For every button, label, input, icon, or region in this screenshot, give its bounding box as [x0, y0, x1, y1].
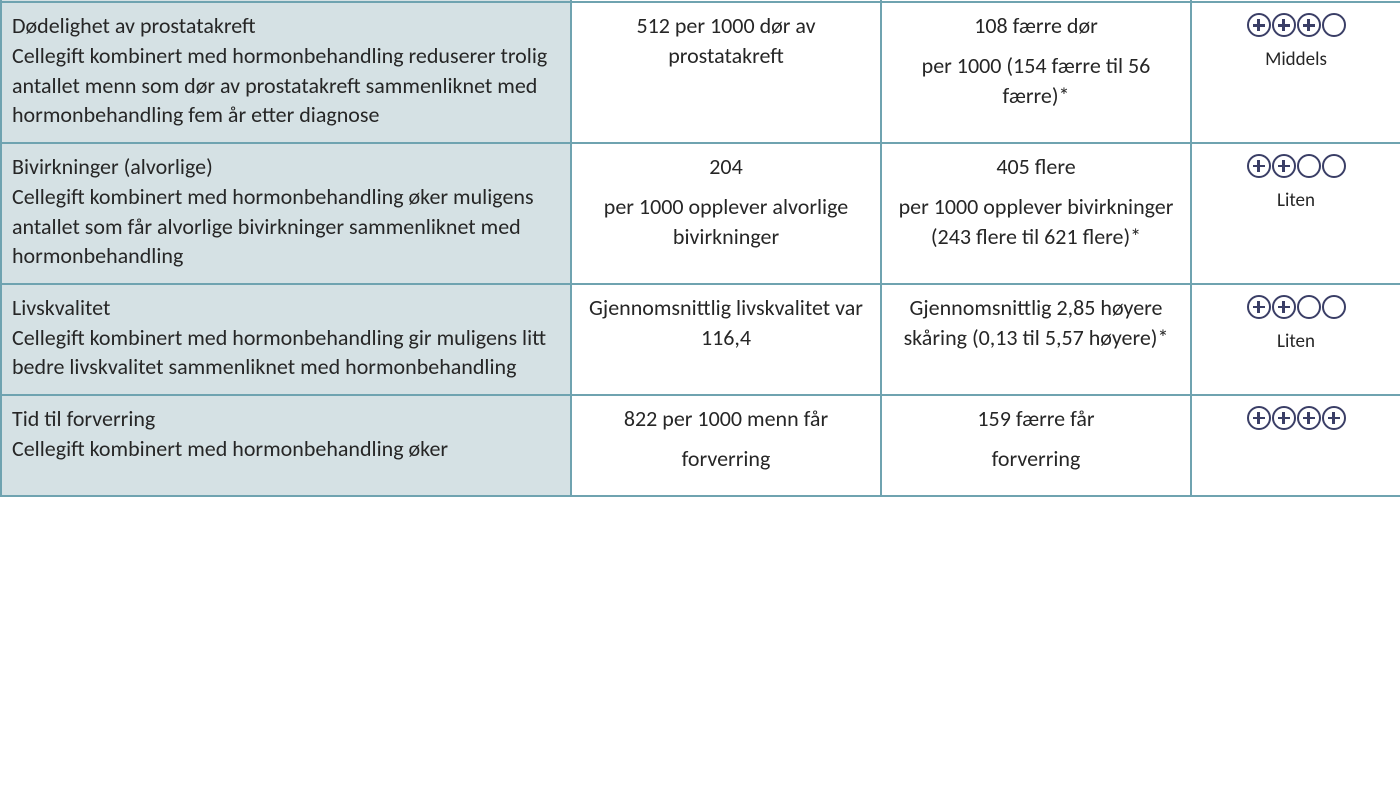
comparison-cell: 512 per 1000 dør av prostatakreft — [571, 2, 881, 143]
comparison-cell: 822 per 1000 menn får forverring — [571, 395, 881, 496]
grade-circle-filled-icon — [1297, 406, 1321, 430]
table-row: Bivirkninger (alvorlige)Cellegift kombin… — [1, 143, 1400, 284]
outcome-cell: Bivirkninger (alvorlige)Cellegift kombin… — [1, 143, 571, 284]
effect-value: Gjennomsnittlig 2,85 høyere skåring (0,1… — [892, 293, 1180, 352]
comparison-value: Gjennomsnittlig livskvalitet var 116,4 — [582, 293, 870, 352]
comparison-value: 204 — [582, 152, 870, 182]
effect-cell: 159 færre får forverring — [881, 395, 1191, 496]
grade-circle-filled-icon — [1297, 13, 1321, 37]
grade-circle-filled-icon — [1272, 295, 1296, 319]
grade-circle-filled-icon — [1322, 406, 1346, 430]
outcome-cell: LivskvalitetCellegift kombinert med horm… — [1, 284, 571, 395]
outcome-description: Cellegift kombinert med hormonbehandling… — [12, 323, 560, 382]
comparison-cell: 204 per 1000 opplever alvorlige bivirknin… — [571, 143, 881, 284]
table-row: Tid til forverringCellegift kombinert me… — [1, 395, 1400, 496]
outcome-description: Cellegift kombinert med hormonbehandling… — [12, 434, 560, 464]
table-row: Dødelighet av prostatakreftCellegift kom… — [1, 2, 1400, 143]
grade-circle-filled-icon — [1247, 13, 1271, 37]
effect-value: 108 færre dør — [892, 11, 1180, 41]
grade-circle-filled-icon — [1272, 13, 1296, 37]
effect-value: 159 færre får — [892, 404, 1180, 434]
outcome-title: Tid til forverring — [12, 404, 560, 434]
grade-circle-filled-icon — [1272, 406, 1296, 430]
grade-label: Liten — [1202, 329, 1390, 355]
effect-cell: 405 flere per 1000 opplever bivirkninger … — [881, 143, 1191, 284]
outcome-title: Dødelighet av prostatakreft — [12, 11, 560, 41]
grade-circle-filled-icon — [1247, 154, 1271, 178]
grade-circle-empty-icon — [1322, 295, 1346, 319]
grade-circle-empty-icon — [1322, 154, 1346, 178]
effect-cell: 108 færre dør per 1000 (154 færre til 56 … — [881, 2, 1191, 143]
grade-label: Liten — [1202, 188, 1390, 214]
evidence-table: reduserer trolig antallet menn som dør s… — [0, 0, 1400, 497]
comparison-value: 822 per 1000 menn får — [582, 404, 870, 434]
grade-label: Middels — [1202, 47, 1390, 73]
comparison-cell: Gjennomsnittlig livskvalitet var 116,4 — [571, 284, 881, 395]
effect-detail: forverring — [892, 444, 1180, 474]
grade-circle-empty-icon — [1322, 13, 1346, 37]
comparison-value: 512 per 1000 dør av prostatakreft — [582, 11, 870, 70]
comparison-detail: forverring — [582, 444, 870, 474]
grade-circle-filled-icon — [1247, 406, 1271, 430]
grade-icons — [1246, 295, 1346, 319]
outcome-cell: Tid til forverringCellegift kombinert me… — [1, 395, 571, 496]
outcome-title: Bivirkninger (alvorlige) — [12, 152, 560, 182]
grade-cell: Liten — [1191, 284, 1400, 395]
effect-value: 405 flere — [892, 152, 1180, 182]
outcome-cell: Dødelighet av prostatakreftCellegift kom… — [1, 2, 571, 143]
grade-circle-filled-icon — [1272, 154, 1296, 178]
grade-icons — [1246, 154, 1346, 178]
effect-detail: per 1000 (154 færre til 56 færre)* — [892, 51, 1180, 110]
grade-circle-filled-icon — [1247, 295, 1271, 319]
grade-icons — [1246, 406, 1346, 430]
effect-detail: per 1000 opplever bivirkninger (243 fler… — [892, 192, 1180, 251]
table-row: LivskvalitetCellegift kombinert med horm… — [1, 284, 1400, 395]
outcome-description: Cellegift kombinert med hormonbehandling… — [12, 41, 560, 130]
effect-cell: Gjennomsnittlig 2,85 høyere skåring (0,1… — [881, 284, 1191, 395]
grade-circle-empty-icon — [1297, 295, 1321, 319]
outcome-title: Livskvalitet — [12, 293, 560, 323]
comparison-detail: per 1000 opplever alvorlige bivirkninger — [582, 192, 870, 251]
grade-icons — [1246, 13, 1346, 37]
grade-cell — [1191, 395, 1400, 496]
grade-circle-empty-icon — [1297, 154, 1321, 178]
outcome-description: Cellegift kombinert med hormonbehandling… — [12, 182, 560, 271]
grade-cell: Middels — [1191, 2, 1400, 143]
grade-cell: Liten — [1191, 143, 1400, 284]
